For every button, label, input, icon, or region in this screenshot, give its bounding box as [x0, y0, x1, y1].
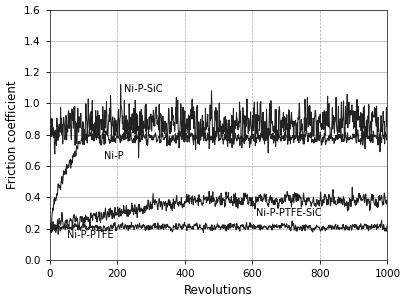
Text: Ni-P-PTFE: Ni-P-PTFE	[66, 230, 113, 240]
Text: Ni-P: Ni-P	[104, 151, 123, 161]
X-axis label: Revolutions: Revolutions	[184, 285, 252, 298]
Y-axis label: Friction coefficient: Friction coefficient	[6, 80, 19, 189]
Text: Ni-P-SiC: Ni-P-SiC	[124, 84, 162, 94]
Text: Ni-P-PTFE-SiC: Ni-P-PTFE-SiC	[255, 208, 320, 218]
